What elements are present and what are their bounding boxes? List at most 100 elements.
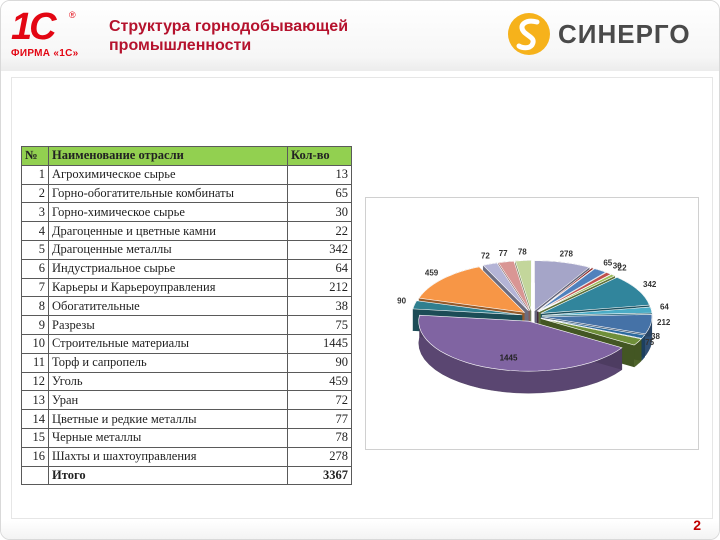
pie-slice — [418, 314, 623, 372]
pie-data-label: 78 — [518, 248, 527, 257]
table-header-row: № Наименование отрасли Кол-во — [21, 146, 352, 166]
pie-data-label: 77 — [499, 249, 508, 258]
pie-data-label: 30 — [613, 262, 622, 271]
pie-slice — [514, 260, 532, 311]
pie-slice — [541, 314, 653, 335]
row-count: 72 — [287, 390, 352, 411]
row-number: 11 — [21, 352, 49, 373]
row-number: 15 — [21, 427, 49, 448]
pie-slice — [538, 274, 615, 313]
row-count: 65 — [287, 183, 352, 204]
pie-data-label: 342 — [643, 280, 657, 289]
row-number: 12 — [21, 371, 49, 392]
row-number: 10 — [21, 333, 49, 354]
total-number-cell — [21, 465, 49, 486]
header-number: № — [21, 146, 49, 166]
table-row: 16 Шахты и шахтоуправления 278 — [21, 446, 352, 467]
row-number: 3 — [21, 202, 49, 223]
row-industry-name: Агрохимическое сырье — [48, 164, 288, 185]
pie-slice — [497, 260, 531, 311]
row-industry-name: Горно-химическое сырье — [48, 202, 288, 223]
pie-data-label: 72 — [481, 251, 490, 260]
row-number: 2 — [21, 183, 49, 204]
table-row: 8 Обогатительные 38 — [21, 296, 352, 317]
pie-slice — [418, 266, 526, 313]
row-number: 6 — [21, 258, 49, 279]
table-total-row: Итого 3367 — [21, 465, 352, 486]
row-count: 212 — [287, 277, 352, 298]
header-name: Наименование отрасли — [48, 146, 288, 166]
table-row: 7 Карьеры и Карьероуправления 212 — [21, 277, 352, 298]
table-row: 14 Цветные и редкие металлы 77 — [21, 409, 352, 429]
row-count: 38 — [287, 296, 352, 317]
footer-bar — [1, 521, 719, 539]
row-number: 16 — [21, 446, 49, 467]
header-count: Кол-во — [287, 146, 352, 166]
table-row: 13 Уран 72 — [21, 390, 352, 411]
pie-data-label: 38 — [651, 332, 660, 341]
table-row: 4 Драгоценные и цветные камни 22 — [21, 221, 352, 241]
row-count: 342 — [287, 239, 352, 260]
row-count: 30 — [287, 202, 352, 223]
row-industry-name: Цветные и редкие металлы — [48, 409, 288, 429]
total-label: Итого — [48, 465, 288, 486]
pie-slice — [540, 318, 642, 346]
row-industry-name: Разрезы — [48, 315, 288, 335]
slide-title-line1: Структура горнодобывающей — [109, 18, 349, 35]
pie-data-label: 212 — [657, 318, 671, 327]
row-industry-name: Шахты и шахтоуправления — [48, 446, 288, 467]
row-count: 1445 — [287, 333, 352, 354]
row-count: 90 — [287, 352, 352, 373]
table-row: 10 Строительные материалы 1445 — [21, 333, 352, 354]
pie-slice — [412, 300, 523, 316]
pie-data-label: 22 — [618, 264, 627, 273]
logo-1c-mark: 1С — [11, 6, 57, 48]
partner-logo: СИНЕРГО — [506, 11, 716, 57]
industry-table: № Наименование отрасли Кол-во 1 Агрохимич… — [21, 146, 352, 486]
row-industry-name: Уран — [48, 390, 288, 411]
row-industry-name: Черные металлы — [48, 427, 288, 448]
pie-data-label: 75 — [645, 338, 654, 347]
pie-data-label: 64 — [660, 302, 669, 311]
table-row: 12 Уголь 459 — [21, 371, 352, 392]
table-row: 5 Драгоценные металлы 342 — [21, 239, 352, 260]
pie-data-label: 1445 — [500, 353, 518, 362]
pie-data-label: 459 — [425, 269, 439, 278]
row-count: 78 — [287, 427, 352, 448]
row-industry-name: Индустриальное сырье — [48, 258, 288, 279]
row-industry-name: Строительные материалы — [48, 333, 288, 354]
row-number: 13 — [21, 390, 49, 411]
row-count: 77 — [287, 409, 352, 429]
row-count: 22 — [287, 221, 352, 241]
pie-slice — [482, 262, 529, 312]
row-count: 278 — [287, 446, 352, 467]
row-industry-name: Обогатительные — [48, 296, 288, 317]
row-count: 75 — [287, 315, 352, 335]
table-body: 1 Агрохимическое сырье 13 2 Горно-обогатител… — [21, 164, 352, 486]
slide-title-line2: промышленности — [109, 37, 252, 54]
row-industry-name: Карьеры и Карьероуправления — [48, 277, 288, 298]
row-number: 7 — [21, 277, 49, 298]
row-industry-name: Драгоценные и цветные камни — [48, 221, 288, 241]
row-industry-name: Горно-обогатительные комбинаты — [48, 183, 288, 204]
row-number: 5 — [21, 239, 49, 260]
logo-1c-firm-name: ФИРМА «1С» — [11, 48, 79, 59]
row-industry-name: Драгоценные металлы — [48, 239, 288, 260]
total-count: 3367 — [287, 465, 352, 486]
table-row: 9 Разрезы 75 — [21, 315, 352, 335]
row-number: 9 — [21, 315, 49, 335]
pie-slice — [541, 306, 653, 316]
partner-logo-icon — [508, 13, 550, 55]
table-row: 3 Горно-химическое сырье 30 — [21, 202, 352, 223]
row-count: 13 — [287, 164, 352, 185]
row-industry-name: Уголь — [48, 371, 288, 392]
row-industry-name: Торф и сапропель — [48, 352, 288, 373]
slide-header: 1С ® ФИРМА «1С» Структура горнодобывающе… — [1, 1, 719, 71]
pie-slice — [534, 260, 590, 312]
table-row: 15 Черные металлы 78 — [21, 427, 352, 448]
table-row: 1 Агрохимическое сырье 13 — [21, 164, 352, 185]
table-row: 6 Индустриальное сырье 64 — [21, 258, 352, 279]
pie-slice — [537, 268, 607, 312]
